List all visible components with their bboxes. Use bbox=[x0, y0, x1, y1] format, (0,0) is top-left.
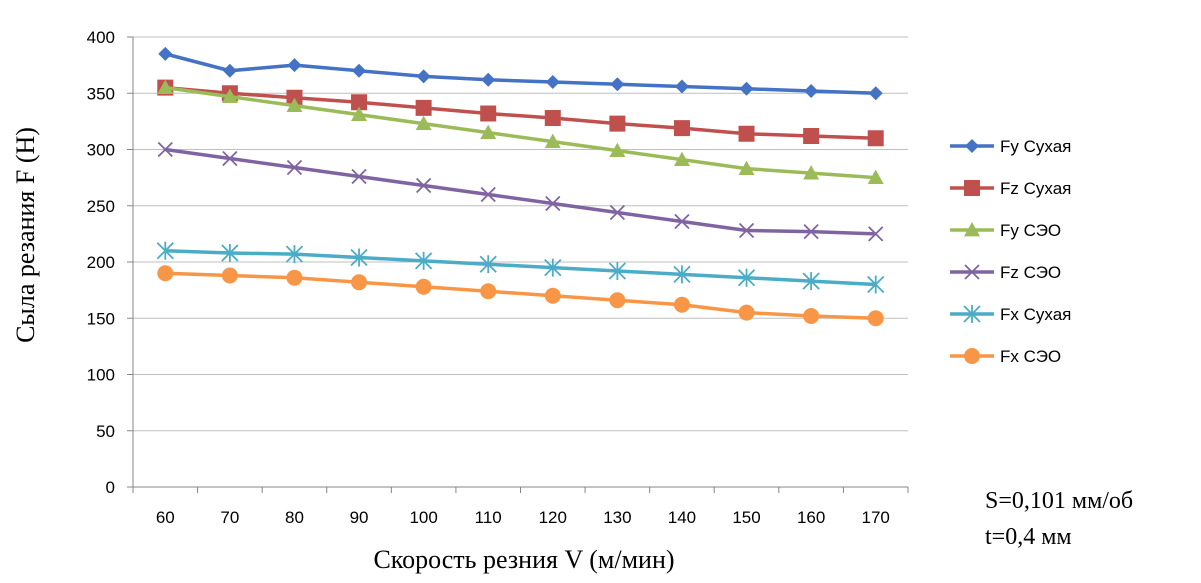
data-point bbox=[416, 279, 432, 295]
feed-note: S=0,101 мм/об bbox=[985, 488, 1133, 515]
data-point bbox=[803, 308, 819, 324]
x-axis-title: Скорость резния V (м/мин) bbox=[373, 545, 674, 574]
data-point bbox=[545, 288, 561, 304]
series-line bbox=[165, 88, 875, 139]
y-tick-label: 350 bbox=[87, 84, 115, 103]
x-tick-label: 90 bbox=[350, 508, 369, 527]
y-tick-label: 100 bbox=[87, 366, 115, 385]
series-lines bbox=[157, 47, 883, 326]
depth-note: t=0,4 мм bbox=[985, 524, 1072, 551]
series-diamond bbox=[158, 47, 882, 100]
series-star bbox=[157, 242, 883, 294]
x-tick-label: 120 bbox=[539, 508, 567, 527]
legend-label: Fx Сухая bbox=[1000, 305, 1071, 324]
y-tick-label: 150 bbox=[87, 309, 115, 328]
data-point bbox=[739, 126, 755, 142]
data-point bbox=[545, 110, 561, 126]
data-point bbox=[674, 120, 690, 136]
y-tick-label: 250 bbox=[87, 197, 115, 216]
series-line bbox=[165, 251, 875, 285]
x-tick-label: 150 bbox=[732, 508, 760, 527]
axes: 0 50 100 150 200 250 300 350 400 60 70 80 90 100 110 12… bbox=[87, 28, 908, 527]
series-x bbox=[158, 143, 882, 241]
legend: Fy Сухая Fz Сухая Fy СЭО Fz СЭО Fx Сухая Fx С… bbox=[950, 137, 1071, 366]
legend-label: Fx СЭО bbox=[1000, 347, 1061, 366]
data-point bbox=[868, 130, 884, 146]
y-tick-label: 0 bbox=[106, 478, 115, 497]
y-tick-label: 200 bbox=[87, 253, 115, 272]
data-point bbox=[480, 106, 496, 122]
data-point bbox=[964, 348, 980, 364]
series-line bbox=[165, 54, 875, 93]
x-tick-label: 140 bbox=[668, 508, 696, 527]
data-point bbox=[675, 80, 689, 94]
legend-label: Fy Сухая bbox=[1000, 137, 1071, 156]
legend-item: Fz Сухая bbox=[950, 179, 1071, 198]
legend-label: Fy СЭО bbox=[1000, 221, 1061, 240]
legend-item: Fx Сухая bbox=[950, 305, 1071, 324]
series-circle bbox=[157, 265, 883, 326]
data-point bbox=[609, 116, 625, 132]
x-tick-label: 160 bbox=[797, 508, 825, 527]
x-tick-label: 60 bbox=[156, 508, 175, 527]
legend-label: Fz Сухая bbox=[1000, 179, 1071, 198]
x-tick-label: 100 bbox=[409, 508, 437, 527]
data-point bbox=[158, 47, 172, 61]
data-point bbox=[222, 268, 238, 284]
data-point bbox=[674, 297, 690, 313]
data-point bbox=[609, 292, 625, 308]
data-point bbox=[868, 310, 884, 326]
y-tick-label: 50 bbox=[96, 422, 115, 441]
x-tick-label: 170 bbox=[862, 508, 890, 527]
data-point bbox=[869, 86, 883, 100]
y-tick-label: 400 bbox=[87, 28, 115, 47]
x-tick-label: 70 bbox=[220, 508, 239, 527]
data-point bbox=[546, 75, 560, 89]
data-point bbox=[480, 283, 496, 299]
data-point bbox=[223, 64, 237, 78]
data-point bbox=[417, 69, 431, 83]
legend-item: Fz СЭО bbox=[950, 263, 1061, 282]
data-point bbox=[157, 265, 173, 281]
x-tick-label: 130 bbox=[603, 508, 631, 527]
data-point bbox=[804, 84, 818, 98]
series-line bbox=[165, 150, 875, 234]
data-point bbox=[352, 64, 366, 78]
data-point bbox=[610, 77, 624, 91]
legend-item: Fy Сухая bbox=[950, 137, 1071, 156]
data-point bbox=[803, 128, 819, 144]
data-point bbox=[739, 305, 755, 321]
data-point bbox=[351, 274, 367, 290]
data-point bbox=[286, 270, 302, 286]
y-axis-title: Сыла резания F (Н) bbox=[11, 127, 40, 343]
data-point bbox=[964, 180, 980, 196]
data-point bbox=[416, 100, 432, 116]
legend-label: Fz СЭО bbox=[1000, 263, 1061, 282]
data-point bbox=[965, 139, 979, 153]
legend-item: Fx СЭО bbox=[950, 347, 1061, 366]
data-point bbox=[481, 73, 495, 87]
legend-item: Fy СЭО bbox=[950, 221, 1061, 240]
y-tick-label: 300 bbox=[87, 141, 115, 160]
data-point bbox=[287, 58, 301, 72]
x-tick-label: 80 bbox=[285, 508, 304, 527]
x-tick-label: 110 bbox=[475, 508, 502, 527]
